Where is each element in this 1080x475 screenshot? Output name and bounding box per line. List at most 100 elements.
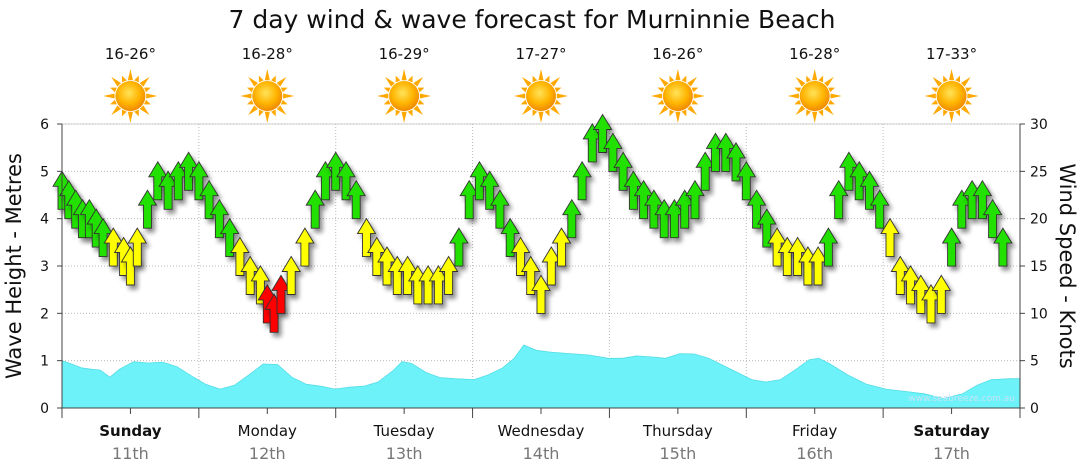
sun-ray	[812, 111, 818, 123]
wind-arrow-shape	[880, 217, 900, 258]
wind-arrow	[931, 274, 952, 314]
date-label: 17th	[933, 444, 970, 463]
sun-ray	[658, 105, 669, 116]
sun-disc	[526, 81, 556, 111]
wind-arrow-shape	[993, 227, 1013, 267]
left-axis-title: Wave Height - Metres	[2, 153, 26, 379]
sun-ray	[787, 93, 799, 99]
wind-arrow	[479, 170, 500, 210]
credit-text: www.seabreeze.com.au	[908, 394, 1015, 404]
sun-ray	[818, 75, 824, 83]
wind-arrow-shape	[859, 170, 880, 210]
right-tick-label: 25	[1030, 164, 1048, 180]
day-label: Tuesday	[373, 422, 435, 440]
wind-arrow-shape	[520, 255, 541, 295]
sun-ray	[377, 93, 389, 99]
sun-icon	[514, 69, 568, 123]
sun-ray	[794, 87, 802, 93]
left-tick-label: 1	[40, 354, 49, 370]
wind-arrow-shape	[757, 208, 777, 248]
wind-arrow	[127, 227, 148, 267]
sun-ray	[521, 105, 532, 116]
date-label: 13th	[386, 444, 423, 463]
sun-ray	[144, 87, 151, 93]
sun-ray	[675, 111, 681, 123]
sun-ray	[532, 109, 538, 117]
sun-ray	[413, 76, 424, 87]
sun-ray	[407, 75, 413, 83]
sun-disc	[252, 81, 283, 111]
sun-ray	[103, 93, 115, 99]
temperature-label: 17-33°	[926, 45, 977, 63]
wind-arrow	[209, 198, 230, 239]
wind-arrow-shape	[219, 217, 240, 258]
wind-arrow-shape	[972, 179, 993, 220]
sun-ray	[395, 109, 401, 117]
wind-arrow	[230, 236, 250, 276]
sun-ray	[931, 87, 938, 93]
sun-ray	[139, 105, 150, 116]
date-label: 14th	[523, 444, 560, 463]
wind-arrow-shape	[356, 217, 377, 258]
weather-icons	[103, 69, 979, 123]
wave-height-area	[61, 344, 1021, 409]
wind-arrow	[356, 217, 377, 258]
sun-ray	[127, 69, 133, 81]
wind-arrow	[941, 227, 962, 267]
sun-ray	[669, 109, 675, 117]
wind-arrow-shape	[828, 179, 849, 220]
sun-disc	[662, 81, 693, 111]
sun-ray	[417, 87, 425, 93]
wind-arrow	[449, 227, 469, 267]
sun-ray	[812, 69, 818, 81]
temperature-label: 16-26°	[105, 45, 156, 63]
sun-ray	[691, 99, 699, 105]
sun-ray	[419, 93, 432, 99]
sun-ray	[943, 109, 948, 117]
sun-ray	[276, 105, 287, 116]
sun-ray	[111, 76, 122, 87]
wind-arrow	[746, 189, 767, 229]
wind-arrow-shape	[603, 132, 623, 172]
sun-ray	[795, 105, 806, 116]
sun-disc	[389, 81, 420, 111]
wind-arrow	[500, 217, 520, 258]
temperature-row: 16-26° 16-28° 16-29° 17-27° 16-26° 16-28° 17-3…	[105, 45, 977, 63]
sun-ray	[280, 87, 288, 93]
sun-ray	[520, 99, 528, 105]
sun-ray	[824, 76, 834, 87]
left-tick-label: 4	[40, 212, 49, 228]
sun-ray	[121, 75, 127, 83]
day-label: Thursday	[642, 422, 713, 440]
sun-ray	[134, 75, 139, 83]
sun-ray	[657, 99, 665, 105]
sun-ray	[280, 99, 288, 105]
wind-arrow-shape	[250, 265, 271, 305]
temperature-label: 16-28°	[242, 45, 293, 63]
chart-title: 7 day wind & wave forecast for Murninnie…	[229, 5, 836, 34]
sun-ray	[111, 105, 122, 116]
sun-ray	[924, 93, 936, 99]
sun-disc	[936, 81, 967, 111]
right-tick-label: 0	[1030, 401, 1039, 417]
right-tick-label: 15	[1030, 259, 1048, 275]
wind-arrow-shape	[931, 274, 952, 314]
sun-icon	[650, 69, 705, 123]
sun-ray	[550, 76, 561, 87]
wind-arrow	[189, 160, 209, 201]
wind-arrow	[281, 255, 301, 295]
left-tick-label: 3	[40, 259, 49, 275]
wind-arrow	[562, 198, 582, 239]
sun-ray	[538, 111, 544, 123]
wind-arrow-shape	[479, 170, 500, 210]
sun-icon	[924, 69, 979, 123]
wind-arrow	[603, 132, 623, 172]
sun-ray	[121, 109, 127, 117]
wind-arrow	[685, 179, 705, 220]
wind-arrow-shape	[613, 151, 633, 191]
sun-ray	[650, 93, 663, 99]
sun-ray	[806, 75, 812, 83]
sun-ray	[401, 69, 407, 81]
wind-arrow	[219, 217, 240, 258]
